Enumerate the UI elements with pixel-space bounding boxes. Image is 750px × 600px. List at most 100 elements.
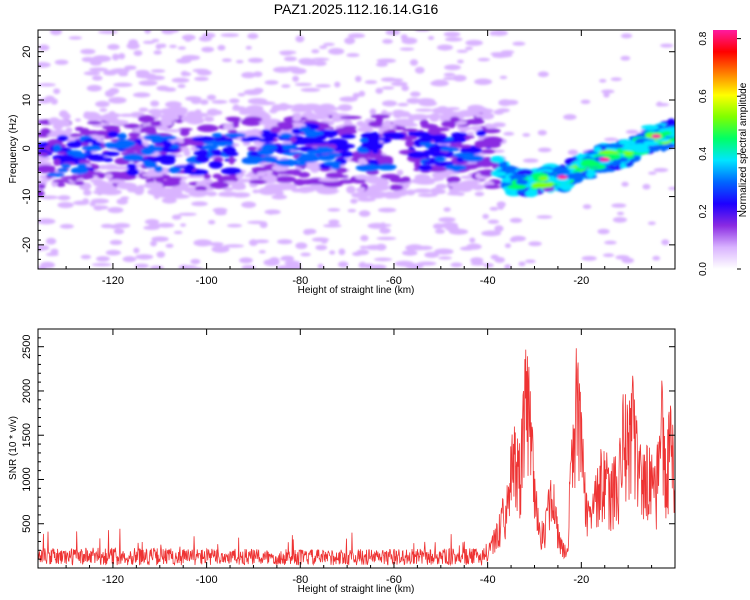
heatmap-cell <box>249 179 268 185</box>
heatmap-cell <box>402 250 418 256</box>
heatmap-cell <box>362 263 375 269</box>
heatmap-cell <box>322 180 344 188</box>
heatmap-cell <box>456 192 465 196</box>
heatmap-cell <box>448 189 456 193</box>
snr-y-tick-label: 2500 <box>21 334 33 358</box>
heatmap-cell <box>117 132 127 140</box>
heatmap-cell <box>237 92 246 97</box>
heatmap-cell <box>452 74 467 82</box>
heatmap-cell <box>340 134 356 139</box>
heatmap-cell <box>48 117 60 125</box>
heatmap-cell <box>107 188 114 194</box>
heatmap-cell <box>434 229 445 234</box>
heatmap-cell <box>412 188 433 194</box>
heatmap-cell <box>163 140 173 149</box>
heatmap-cell <box>430 187 443 195</box>
heatmap-cell <box>206 191 218 197</box>
heatmap-cell <box>126 163 137 170</box>
heatmap-cell <box>338 248 346 256</box>
heatmap-cell <box>311 237 330 242</box>
heatmap-cell <box>475 113 483 118</box>
heatmap-cell <box>197 124 219 133</box>
heatmap-cell <box>443 31 461 37</box>
heatmap-cell <box>279 132 293 139</box>
heatmap-cell <box>389 184 404 191</box>
heatmap-cell <box>225 151 239 157</box>
heatmap-cell <box>86 84 102 92</box>
heatmap-cell <box>443 207 451 212</box>
heatmap-cell <box>142 160 152 165</box>
heatmap-cell <box>557 175 568 180</box>
heatmap-cell <box>660 43 674 48</box>
heatmap-cell <box>263 259 280 267</box>
heatmap-cell <box>336 143 356 149</box>
heatmap-cell <box>70 166 89 175</box>
heatmap-cell <box>147 144 156 149</box>
heatmap-cell <box>302 103 321 110</box>
heatmap-cell <box>466 131 475 136</box>
heatmap-cell <box>99 108 108 112</box>
heatmap-cell <box>465 39 483 46</box>
heatmap-cell <box>662 130 672 136</box>
heatmap-cell <box>38 183 46 189</box>
heatmap-cell <box>603 137 619 142</box>
heatmap-cell <box>456 49 469 53</box>
heatmap-cell <box>226 223 243 228</box>
heatmap-cell <box>50 30 62 36</box>
heatmap-cell <box>155 176 165 185</box>
heatmap-cell <box>61 163 71 169</box>
heatmap-cell <box>264 80 279 85</box>
heatmap-cell <box>101 182 114 190</box>
heatmap-cell <box>370 114 390 119</box>
heatmap-cell <box>344 37 356 45</box>
heatmap-cell <box>455 144 472 149</box>
heatmap-cell <box>481 230 502 237</box>
heatmap-cell <box>281 84 291 88</box>
heatmap-cell <box>323 42 335 46</box>
heatmap-cell <box>620 55 631 61</box>
heatmap-cell <box>417 245 433 251</box>
heatmap-cell <box>87 121 102 125</box>
heatmap-cell <box>181 34 196 41</box>
heatmap-cell <box>45 237 57 245</box>
heatmap-cell <box>289 136 297 143</box>
heatmap-cell <box>294 82 312 87</box>
heatmap-cell <box>179 129 190 137</box>
heatmap-cell <box>438 217 456 223</box>
heatmap-cell <box>261 129 271 133</box>
heatmap-cell <box>327 152 342 158</box>
heatmap-cell <box>38 156 51 161</box>
heatmap-cell <box>364 175 380 183</box>
heatmap-cell <box>378 207 397 213</box>
heatmap-cell <box>567 149 579 155</box>
heatmap-cell <box>355 164 380 172</box>
heatmap-cell <box>176 58 192 64</box>
heatmap-cell <box>462 154 484 163</box>
heatmap-cell <box>346 185 356 194</box>
heatmap-cell <box>151 236 169 242</box>
colorbar-tick-label: 0.4 <box>698 146 709 160</box>
heatmap-cell <box>405 139 415 148</box>
heatmap-cell <box>159 113 178 120</box>
heatmap-cell <box>368 131 380 140</box>
heatmap-cell <box>124 65 137 70</box>
heatmap-cell <box>56 182 66 187</box>
heatmap-cell <box>108 96 127 104</box>
heatmap-cell <box>419 141 432 147</box>
heatmap-cell <box>651 134 662 139</box>
heatmap-cell <box>150 265 164 269</box>
heatmap-cell <box>368 191 387 199</box>
heatmap-cell <box>92 75 103 81</box>
heatmap-cell <box>615 255 630 260</box>
heatmap-cell <box>161 197 177 204</box>
heatmap-cell <box>38 160 53 167</box>
heatmap-cell <box>248 239 258 246</box>
heatmap-cell <box>601 89 615 94</box>
heatmap-cell <box>144 219 160 225</box>
heatmap-cell <box>346 53 360 58</box>
heatmap-cell <box>515 178 529 186</box>
heatmap-cell <box>160 159 176 165</box>
heatmap-cell <box>178 212 197 216</box>
heatmap-cell <box>489 206 499 211</box>
heatmap-cell <box>95 115 118 120</box>
